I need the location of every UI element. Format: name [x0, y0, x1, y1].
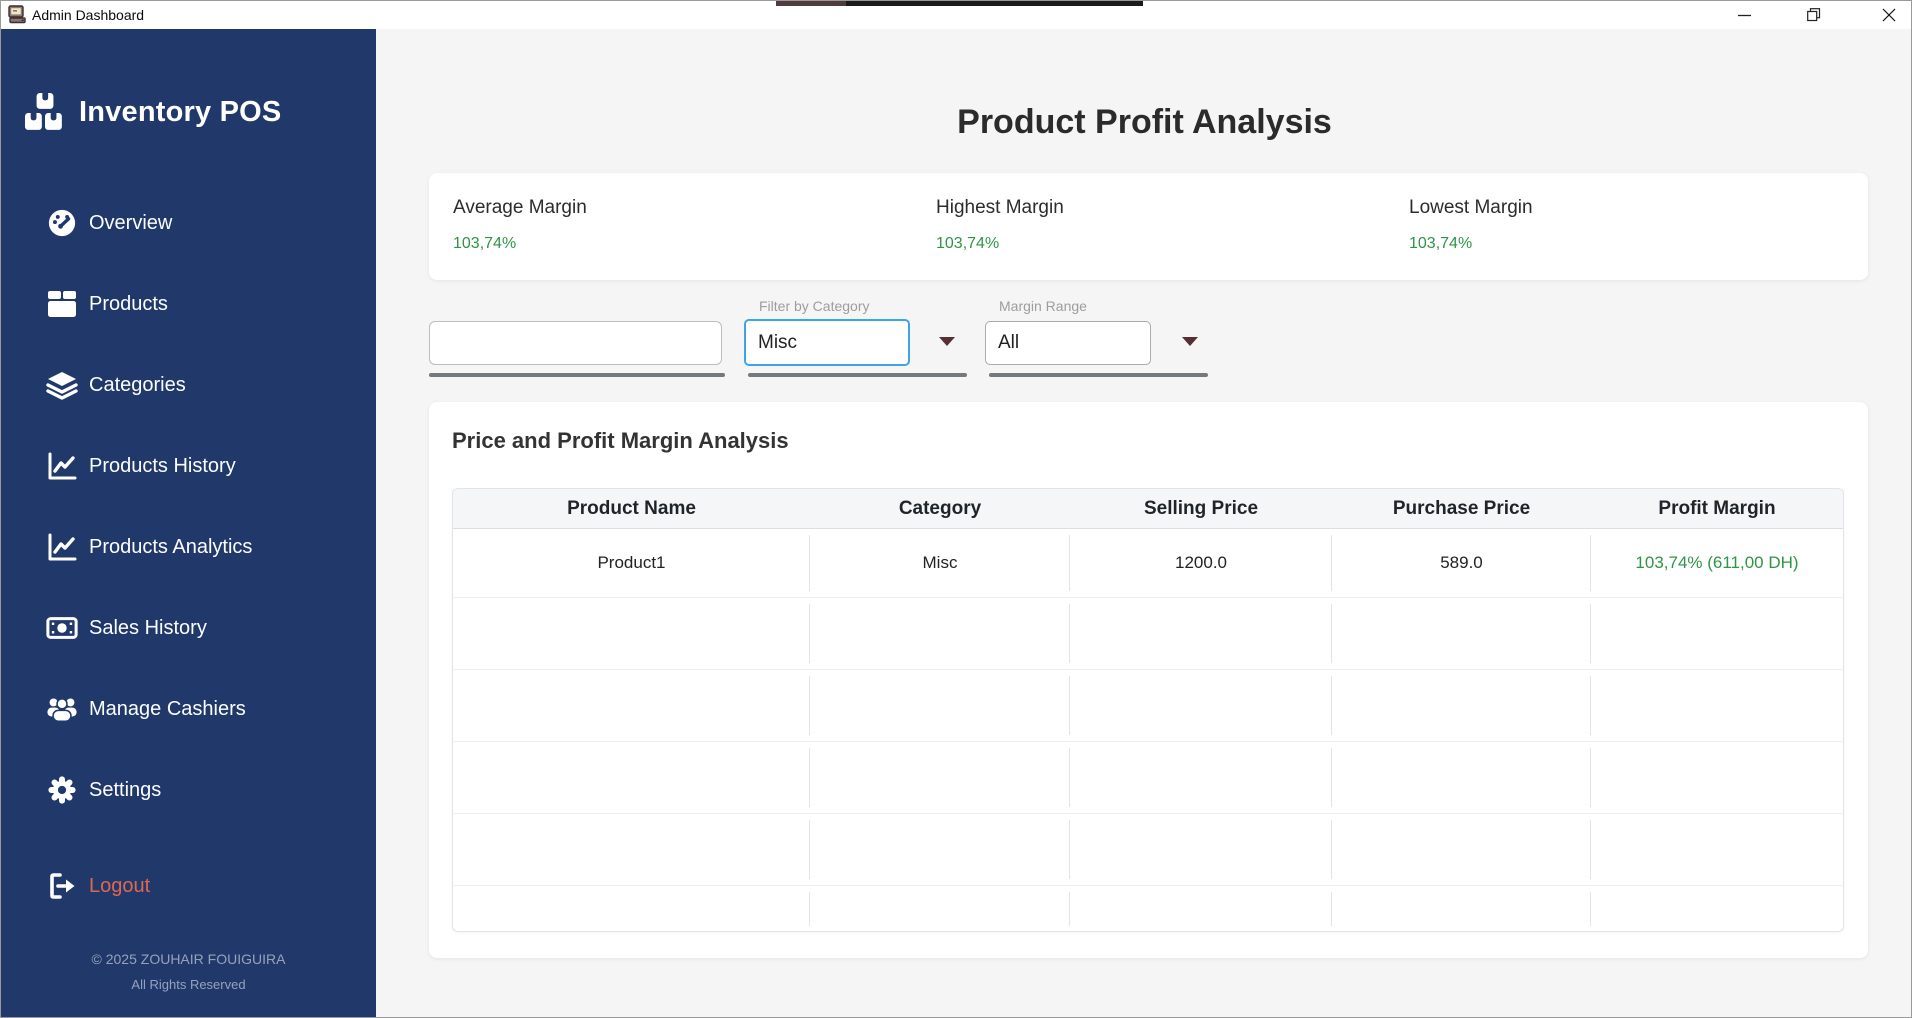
stat-label: Highest Margin: [936, 197, 1064, 219]
close-icon: [1882, 8, 1896, 22]
sidebar-item-manage-cashiers[interactable]: Manage Cashiers: [1, 689, 376, 729]
maximize-restore-button[interactable]: [1791, 1, 1837, 29]
logout-icon: [46, 870, 78, 902]
stat-label: Lowest Margin: [1409, 197, 1533, 219]
app-window: Admin Dashboard: [0, 0, 1912, 1018]
section-title: Price and Profit Margin Analysis: [452, 428, 789, 454]
sidebar-item-products[interactable]: Products: [1, 284, 376, 324]
table-empty-row: [453, 670, 1843, 742]
cell-purchase-price: 589.0: [1332, 529, 1591, 597]
margin-range-dropdown[interactable]: All: [985, 321, 1151, 365]
sidebar-item-logout[interactable]: Logout: [1, 866, 376, 906]
sidebar-item-label: Products: [89, 293, 168, 316]
sidebar-item-sales-history[interactable]: Sales History: [1, 608, 376, 648]
sidebar-item-settings[interactable]: Settings: [1, 770, 376, 810]
restore-icon: [1807, 8, 1821, 22]
column-header-category[interactable]: Category: [810, 489, 1070, 528]
top-overlay-bar: [846, 1, 1143, 6]
stat-value: 103,74%: [936, 235, 999, 253]
profit-table: Product Name Category Selling Price Purc…: [452, 488, 1844, 932]
stat-highest-margin: Highest Margin 103,74%: [936, 173, 1406, 280]
table-empty-row: [453, 814, 1843, 886]
computer-icon: [8, 5, 28, 25]
window-title: Admin Dashboard: [32, 7, 144, 23]
titlebar: Admin Dashboard: [1, 1, 1912, 29]
rights-text: All Rights Reserved: [1, 977, 376, 992]
sidebar-item-products-history[interactable]: Products History: [1, 446, 376, 486]
category-filter-value: Misc: [758, 332, 797, 354]
table-empty-row: [453, 742, 1843, 814]
category-underline: [748, 373, 967, 377]
stat-value: 103,74%: [453, 235, 516, 253]
cell-category: Misc: [810, 529, 1070, 597]
brand-title: Inventory POS: [79, 96, 281, 129]
cell-selling-price: 1200.0: [1070, 529, 1332, 597]
main-content: Product Profit Analysis Average Margin 1…: [376, 29, 1912, 1018]
margin-underline: [989, 373, 1208, 377]
users-icon: [46, 693, 78, 725]
gauge-icon: [46, 207, 78, 239]
sidebar-item-label: Categories: [89, 374, 186, 397]
table-empty-row: [453, 886, 1843, 932]
sidebar: Inventory POS Overview: [1, 29, 376, 1018]
copyright-text: © 2025 ZOUHAIR FOUIGUIRA: [1, 951, 376, 967]
page-title: Product Profit Analysis: [376, 103, 1912, 142]
brand: Inventory POS: [25, 89, 281, 135]
minimize-icon: [1738, 9, 1751, 22]
chevron-down-icon[interactable]: [1182, 337, 1198, 346]
logout-label: Logout: [89, 875, 150, 898]
box-icon: [46, 288, 78, 320]
sidebar-item-label: Settings: [89, 779, 161, 802]
category-filter-dropdown[interactable]: Misc: [744, 319, 910, 366]
column-header-purchase-price[interactable]: Purchase Price: [1332, 489, 1591, 528]
cell-product-name: Product1: [453, 529, 810, 597]
column-header-profit-margin[interactable]: Profit Margin: [1591, 489, 1843, 528]
sidebar-item-label: Products Analytics: [89, 536, 252, 559]
chevron-down-icon[interactable]: [939, 337, 955, 346]
sidebar-item-label: Sales History: [89, 617, 207, 640]
layers-icon: [46, 369, 78, 401]
boxes-icon: [25, 92, 65, 132]
top-overlay-bar-left: [776, 1, 846, 6]
gear-icon: [46, 774, 78, 806]
analysis-card: Price and Profit Margin Analysis Product…: [429, 402, 1868, 958]
line-chart-icon: [46, 531, 78, 563]
sidebar-item-categories[interactable]: Categories: [1, 365, 376, 405]
stat-value: 103,74%: [1409, 235, 1472, 253]
category-filter-label: Filter by Category: [759, 298, 869, 314]
sidebar-item-label: Manage Cashiers: [89, 698, 246, 721]
margin-range-value: All: [998, 332, 1019, 354]
margin-filter-label: Margin Range: [999, 298, 1087, 314]
search-input[interactable]: [429, 321, 722, 365]
stat-lowest-margin: Lowest Margin 103,74%: [1409, 173, 1879, 280]
cell-profit-margin: 103,74% (611,00 DH): [1591, 529, 1843, 597]
sidebar-item-label: Overview: [89, 212, 172, 235]
table-header-row: Product Name Category Selling Price Purc…: [453, 489, 1843, 529]
sidebar-item-label: Products History: [89, 455, 236, 478]
line-chart-icon: [46, 450, 78, 482]
margin-stats-card: Average Margin 103,74% Highest Margin 10…: [429, 173, 1868, 280]
sidebar-item-products-analytics[interactable]: Products Analytics: [1, 527, 376, 567]
sidebar-item-overview[interactable]: Overview: [1, 203, 376, 243]
column-header-product-name[interactable]: Product Name: [453, 489, 810, 528]
table-row[interactable]: Product1 Misc 1200.0 589.0 103,74% (611,…: [453, 529, 1843, 598]
minimize-button[interactable]: [1721, 1, 1767, 29]
stat-average-margin: Average Margin 103,74%: [453, 173, 923, 280]
close-button[interactable]: [1866, 1, 1912, 29]
stat-label: Average Margin: [453, 197, 587, 219]
table-empty-row: [453, 598, 1843, 670]
search-underline: [429, 373, 725, 377]
column-header-selling-price[interactable]: Selling Price: [1070, 489, 1332, 528]
banknote-icon: [46, 612, 78, 644]
